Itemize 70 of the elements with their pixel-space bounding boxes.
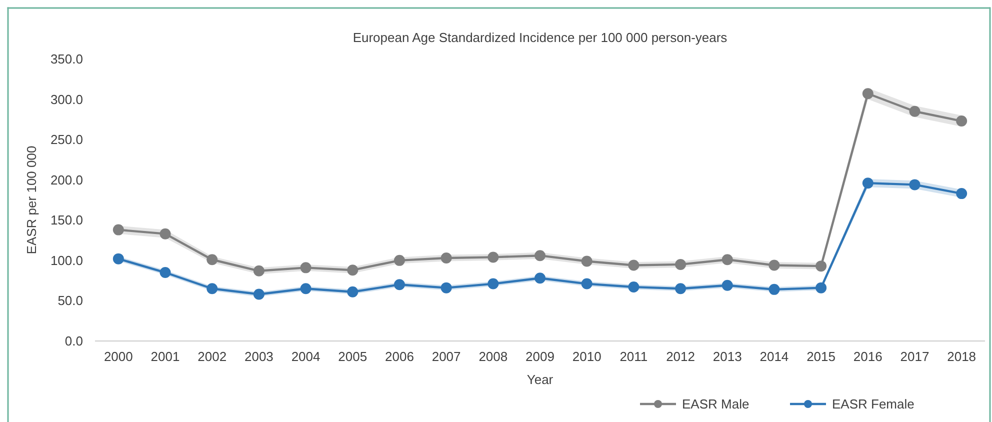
point	[628, 260, 640, 271]
x-tick-label: 2015	[806, 349, 836, 364]
x-tick-label: 2012	[666, 349, 695, 364]
x-tick-label: 2008	[478, 349, 508, 364]
point	[112, 224, 124, 236]
point	[909, 106, 920, 117]
point	[956, 188, 968, 200]
point	[253, 265, 264, 276]
x-tick-label: 2018	[947, 349, 976, 364]
x-tick-label: 2017	[900, 349, 930, 364]
x-tick-label: 2005	[338, 349, 368, 364]
x-axis-title: Year	[526, 372, 554, 387]
point	[722, 254, 733, 266]
x-tick-label: 2007	[432, 349, 461, 364]
x-tick-label: 2009	[526, 349, 554, 364]
point	[768, 260, 780, 271]
y-tick-label: 50.0	[58, 293, 83, 308]
point	[862, 88, 874, 100]
y-tick-label: 100.0	[50, 252, 83, 268]
y-axis-title: EASR per 100 000	[24, 146, 39, 254]
point	[440, 282, 452, 294]
y-tick-label: 200.0	[50, 172, 83, 188]
point	[581, 256, 592, 267]
point	[722, 280, 733, 291]
point	[488, 252, 499, 263]
point	[488, 278, 499, 290]
x-tick-label: 2001	[150, 349, 180, 364]
x-tick-label: 2004	[291, 349, 320, 364]
x-tick-label: 2003	[244, 349, 274, 364]
point	[347, 286, 358, 298]
point	[300, 262, 312, 274]
point	[628, 282, 640, 293]
point	[675, 283, 686, 294]
legend-label: EASR Male	[682, 396, 750, 412]
x-tick-label: 2011	[620, 349, 648, 364]
point	[394, 254, 405, 266]
point	[160, 228, 171, 240]
chart-title: European Age Standardized Incidence per 100 000 person-years	[352, 30, 728, 45]
point	[112, 253, 124, 264]
point	[394, 279, 405, 290]
point	[206, 283, 218, 294]
point	[300, 283, 312, 294]
point	[206, 254, 218, 266]
y-tick-label: 150.0	[50, 212, 83, 228]
point	[909, 179, 920, 190]
x-tick-label: 2002	[198, 349, 227, 364]
point	[581, 278, 592, 290]
point	[440, 252, 452, 264]
y-tick-label: 250.0	[50, 132, 83, 148]
point	[253, 288, 264, 300]
point	[160, 267, 171, 278]
y-tick-label: 350.0	[50, 52, 83, 66]
point	[534, 272, 546, 284]
x-tick-label: 2000	[104, 349, 133, 364]
x-tick-label: 2014	[760, 349, 789, 364]
y-tick-label: 300.0	[50, 92, 83, 107]
point	[347, 264, 358, 276]
point	[862, 178, 874, 189]
x-tick-label: 2016	[853, 349, 882, 364]
legend-label: EASR Female	[832, 396, 914, 412]
point	[675, 258, 686, 270]
point	[768, 284, 780, 295]
point	[816, 260, 827, 272]
point	[534, 250, 546, 262]
x-tick-label: 2006	[385, 349, 414, 364]
y-tick-label: 0.0	[64, 334, 83, 348]
point	[816, 282, 827, 294]
x-tick-label: 2013	[712, 349, 742, 364]
point	[956, 116, 968, 127]
x-tick-label: 2010	[572, 349, 602, 364]
